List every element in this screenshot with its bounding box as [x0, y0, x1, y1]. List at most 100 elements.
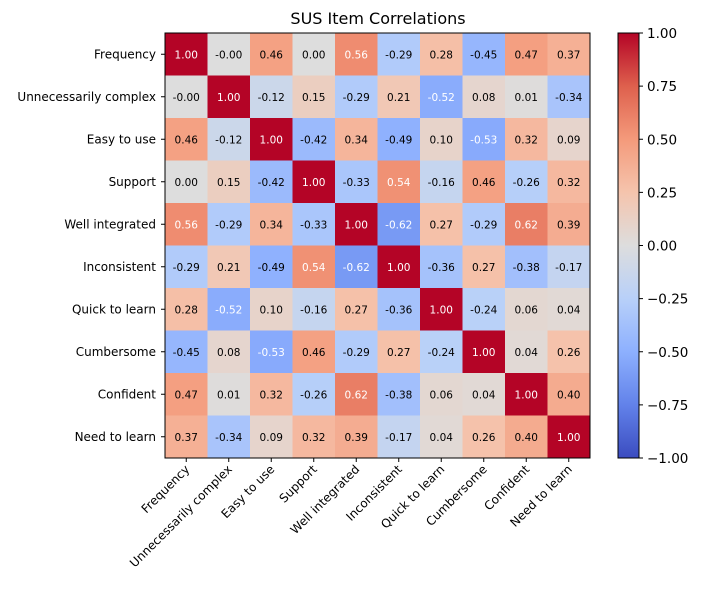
- heatmap-cell: [165, 160, 208, 204]
- heatmap-cell: [292, 118, 336, 161]
- heatmap-cell: [505, 75, 548, 119]
- heatmap-cell: [505, 288, 548, 331]
- cell-value-label: -0.29: [470, 219, 497, 231]
- cell-value-label: 0.04: [472, 389, 496, 401]
- cell-value-label: -0.26: [513, 177, 540, 189]
- cell-value-label: -0.12: [258, 92, 285, 104]
- heatmap-cell: [505, 33, 548, 76]
- heatmap-cell: [207, 33, 251, 76]
- heatmap-cell: [505, 373, 548, 416]
- cell-value-label: 0.27: [430, 219, 453, 231]
- cell-value-label: -0.29: [215, 219, 242, 231]
- cell-value-label: 0.21: [217, 262, 240, 274]
- heatmap-cell: [547, 415, 591, 459]
- heatmap-cells: 1.00 -0.00 0.46 0.00 0.56 -0.29 0.28 -0.45 0.47 0…: [165, 33, 591, 459]
- cell-value-label: 0.04: [430, 432, 454, 444]
- heatmap-cell: [462, 160, 506, 204]
- heatmap-cell: [420, 415, 463, 459]
- y-tick-label: Unnecessarily complex: [17, 90, 156, 104]
- cell-value-label: -0.38: [385, 389, 412, 401]
- heatmap-cell: [165, 75, 208, 119]
- cell-value-label: 0.40: [515, 432, 538, 444]
- cell-value-label: -0.24: [428, 347, 455, 359]
- cell-value-label: -0.45: [173, 347, 200, 359]
- cell-value-label: -0.53: [258, 347, 285, 359]
- colorbar-tick-label: −1.00: [647, 451, 688, 467]
- heatmap-cell: [547, 330, 591, 374]
- heatmap-cell: [335, 373, 378, 416]
- heatmap-cell: [547, 203, 591, 246]
- heatmap-cell: [292, 75, 336, 119]
- cell-value-label: 0.21: [387, 92, 410, 104]
- cell-value-label: 1.00: [175, 49, 198, 61]
- heatmap-cell: [250, 75, 293, 119]
- cell-value-label: -0.52: [215, 304, 242, 316]
- y-tick-label: Quick to learn: [72, 302, 156, 316]
- heatmap-cell: [505, 415, 548, 459]
- heatmap-cell: [335, 245, 378, 289]
- heatmap-cell: [250, 330, 293, 374]
- heatmap-cell: [165, 415, 208, 459]
- chart-title: SUS Item Correlations: [290, 9, 465, 28]
- heatmap-cell: [250, 373, 293, 416]
- heatmap-cell: [292, 288, 336, 331]
- x-tick-label: Support: [276, 462, 320, 506]
- cell-value-label: -0.38: [513, 262, 540, 274]
- heatmap-cell: [547, 118, 591, 161]
- cell-value-label: -0.16: [300, 304, 327, 316]
- cell-value-label: 0.40: [557, 389, 580, 401]
- colorbar-tick-label: 1.00: [647, 26, 677, 42]
- cell-value-label: -0.17: [385, 432, 412, 444]
- cell-value-label: -0.16: [428, 177, 455, 189]
- heatmap-cell: [462, 203, 506, 246]
- cell-value-label: 0.56: [345, 49, 369, 61]
- colorbar-tick-label: 0.75: [647, 79, 677, 95]
- heatmap-cell: [420, 118, 463, 161]
- cell-value-label: 1.00: [515, 389, 538, 401]
- heatmap-cell: [292, 373, 336, 416]
- cell-value-label: 0.08: [472, 92, 495, 104]
- cell-value-label: -0.36: [428, 262, 455, 274]
- heatmap-cell: [547, 373, 591, 416]
- cell-value-label: 0.27: [472, 262, 495, 274]
- heatmap-cell: [547, 75, 591, 119]
- cell-value-label: 0.46: [175, 134, 199, 146]
- colorbar-tick-label: −0.50: [647, 345, 688, 361]
- colorbar: 1.00 0.75 0.50 0.25 0.00 −0.25 −0.50 −0.75 −1.00: [617, 26, 688, 467]
- cell-value-label: 0.06: [515, 304, 539, 316]
- cell-value-label: 0.47: [515, 49, 538, 61]
- y-tick-label: Well integrated: [64, 217, 156, 231]
- cell-value-label: 0.28: [430, 49, 453, 61]
- heatmap-cell: [165, 330, 208, 374]
- cell-value-label: 1.00: [430, 304, 453, 316]
- heatmap-cell: [250, 160, 293, 204]
- cell-value-label: 0.46: [472, 177, 496, 189]
- cell-value-label: -0.34: [215, 432, 242, 444]
- heatmap-cell: [462, 288, 506, 331]
- cell-value-label: -0.53: [470, 134, 497, 146]
- cell-value-label: 0.32: [557, 177, 580, 189]
- cell-value-label: -0.34: [555, 92, 582, 104]
- heatmap-cell: [335, 330, 378, 374]
- cell-value-label: 0.04: [557, 304, 581, 316]
- cell-value-label: -0.29: [343, 347, 370, 359]
- heatmap-cell: [207, 118, 251, 161]
- heatmap-cell: [207, 415, 251, 459]
- heatmap-cell: [462, 373, 506, 416]
- cell-value-label: 0.04: [515, 347, 539, 359]
- cell-value-label: -0.52: [428, 92, 455, 104]
- cell-value-label: 1.00: [387, 262, 410, 274]
- heatmap-cell: [207, 160, 251, 204]
- cell-value-label: -0.49: [258, 262, 285, 274]
- heatmap-cell: [250, 288, 293, 331]
- heatmap-cell: [377, 118, 421, 161]
- cell-value-label: 1.00: [345, 219, 368, 231]
- y-tick-label: Frequency: [94, 47, 156, 61]
- cell-value-label: 0.46: [302, 347, 326, 359]
- heatmap-cell: [165, 203, 208, 246]
- heatmap-cell: [165, 33, 208, 76]
- heatmap-cell: [377, 160, 421, 204]
- heatmap-cell: [292, 33, 336, 76]
- colorbar-tick-label: 0.00: [647, 239, 677, 255]
- heatmap-cell: [505, 203, 548, 246]
